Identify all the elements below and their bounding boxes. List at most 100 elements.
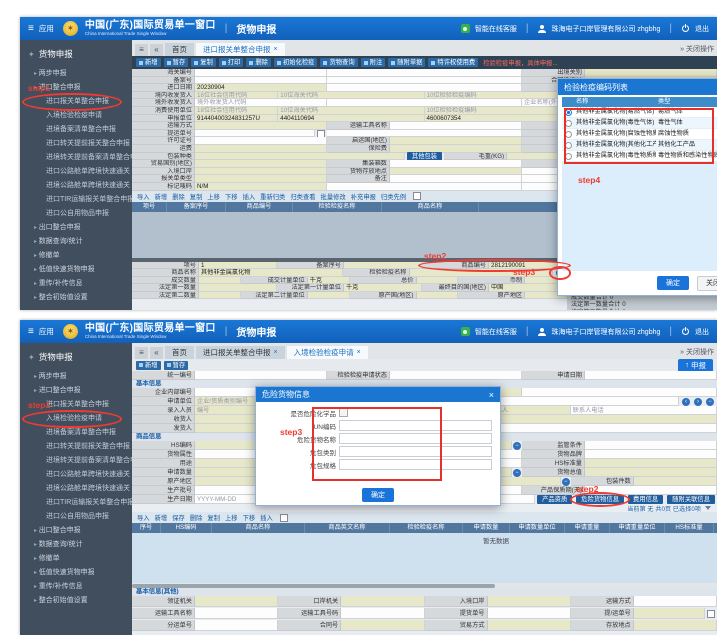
company-account[interactable]: 珠海电子口岸管理有限公司 zhgbhg: [551, 25, 661, 33]
field-input[interactable]: 10位海关代码: [278, 106, 425, 115]
field-input[interactable]: [633, 608, 705, 619]
sidebar-item[interactable]: 数据查询/统计: [20, 235, 132, 249]
minus-icon[interactable]: −: [561, 477, 570, 486]
goods-toolbar-button[interactable]: 下移: [242, 515, 256, 522]
field-input[interactable]: [416, 276, 459, 285]
menu-icon[interactable]: ≡: [135, 347, 148, 359]
field-input[interactable]: [199, 291, 241, 300]
tab[interactable]: 首页×: [165, 43, 194, 56]
field-input[interactable]: 91440400324831257U: [195, 114, 279, 123]
ciq-code-row[interactable]: 其他非金属氯化物(毒性气体) 毒性气体 2812190091 -: [562, 118, 717, 129]
field-input[interactable]: 18位社会信用代码: [195, 106, 279, 115]
field-input[interactable]: [195, 76, 327, 85]
field-input[interactable]: [585, 486, 717, 495]
toolbar-button[interactable]: 打印: [218, 58, 244, 67]
close-tab-icon[interactable]: ×: [273, 349, 278, 356]
toolbar-button[interactable]: 初始化检疫: [273, 58, 318, 67]
radio-icon[interactable]: [564, 120, 572, 127]
prev-icon[interactable]: ‹: [682, 397, 690, 406]
tab[interactable]: 首页×: [165, 346, 194, 359]
form-button[interactable]: 危险货物信息: [576, 495, 625, 504]
close-tab-icon[interactable]: ×: [273, 46, 278, 53]
toolbar-button[interactable]: 暂存: [163, 360, 189, 370]
field-input[interactable]: [327, 182, 522, 191]
goods-toolbar-button[interactable]: 重新归类: [260, 193, 286, 201]
field-input[interactable]: 4404110694: [278, 114, 425, 123]
declare-button[interactable]: ↑ 申报: [678, 358, 713, 372]
text-input[interactable]: [339, 433, 492, 444]
form-button[interactable]: 其他包装: [406, 151, 443, 161]
dropdown-icon[interactable]: [705, 506, 711, 510]
company-account[interactable]: 珠海电子口岸管理有限公司 zhgbhg: [551, 328, 661, 336]
checkbox[interactable]: [413, 192, 422, 200]
close-tab-icon[interactable]: ×: [356, 349, 361, 356]
minus-icon[interactable]: −: [513, 468, 521, 477]
field-input[interactable]: [585, 450, 717, 459]
field-input[interactable]: [390, 160, 522, 168]
toolbar-button[interactable]: 附注: [360, 58, 386, 67]
field-input[interactable]: 中国: [489, 284, 567, 292]
field-input[interactable]: [195, 371, 327, 380]
toolbar-button[interactable]: 删除: [246, 58, 271, 67]
field-input[interactable]: [390, 122, 522, 130]
field-input[interactable]: [390, 175, 522, 183]
field-input[interactable]: [195, 69, 327, 77]
tab[interactable]: 进口报关单整合申报 ×: [196, 43, 285, 56]
ciq-code-row[interactable]: 其他非金属氯化物(其他化工产品) 其他化工产品 2812190091 -: [562, 140, 717, 151]
goods-toolbar-button[interactable]: 批量修改: [320, 193, 346, 201]
confirm-button[interactable]: 确定: [362, 488, 394, 502]
sidebar-item[interactable]: 进口公路舱单跨境快速通关: [46, 168, 130, 175]
toolbar-button[interactable]: 随附单据: [388, 58, 426, 67]
sidebar-item[interactable]: 出口整合申报: [20, 524, 132, 538]
ciq-code-row[interactable]: 其他非金属氯化物(易燃气体) 易燃气体 2812190091 -: [562, 107, 717, 118]
text-input[interactable]: [339, 459, 492, 470]
sidebar-item[interactable]: 修撤单: [20, 249, 132, 263]
sidebar-root[interactable]: ✦ 货物申报: [28, 49, 73, 59]
next-icon[interactable]: ›: [694, 397, 702, 406]
menu-icon[interactable]: ≡: [28, 326, 34, 337]
field-input[interactable]: [522, 388, 717, 397]
goods-toolbar-button[interactable]: 插入: [242, 193, 256, 201]
collapse-tabs-icon[interactable]: «: [150, 44, 163, 56]
sidebar-item[interactable]: 两步申报: [20, 370, 132, 384]
sidebar-item[interactable]: 进口公自用物品申报: [46, 513, 109, 520]
goods-toolbar-button[interactable]: 保存: [172, 515, 185, 522]
field-input[interactable]: 2812190091: [489, 261, 567, 270]
goods-toolbar-button[interactable]: 复制: [207, 515, 220, 522]
form-button[interactable]: 随附关联信息: [667, 495, 715, 504]
sidebar-item[interactable]: 重传/补传信息: [20, 277, 132, 291]
goods-toolbar-button[interactable]: 归类查看: [290, 193, 316, 201]
text-input[interactable]: [339, 446, 492, 457]
scrollbar-handle[interactable]: [132, 583, 495, 588]
online-service-link[interactable]: 智能在线客服: [474, 328, 517, 336]
field-input[interactable]: [633, 596, 717, 607]
close-button[interactable]: 关闭: [697, 275, 717, 291]
menu-icon[interactable]: ≡: [28, 23, 34, 34]
field-input[interactable]: [195, 129, 315, 138]
field-input[interactable]: [341, 596, 425, 607]
sidebar-item[interactable]: 整合初始值设置: [20, 594, 132, 608]
toolbar-button[interactable]: 新增: [136, 58, 161, 67]
field-input[interactable]: [390, 144, 522, 153]
field-input[interactable]: [195, 596, 279, 607]
field-input[interactable]: [585, 371, 717, 380]
toolbar-button[interactable]: 货物查询: [320, 58, 358, 67]
close-icon[interactable]: ×: [488, 389, 494, 400]
goods-toolbar-button[interactable]: 新增: [154, 193, 168, 201]
goods-toolbar-button[interactable]: 上移: [224, 515, 238, 522]
minus-icon[interactable]: −: [513, 441, 521, 450]
field-input[interactable]: [195, 175, 327, 183]
field-input[interactable]: [195, 160, 327, 168]
form-button[interactable]: 产品资质: [537, 495, 573, 504]
field-input[interactable]: [327, 69, 522, 77]
tab[interactable]: 入境检验检疫申请 ×: [286, 346, 368, 359]
radio-icon[interactable]: [564, 153, 572, 160]
expand-icon[interactable]: »: [680, 45, 685, 53]
checkbox[interactable]: [707, 609, 715, 618]
toolbar-button[interactable]: 复制: [191, 58, 216, 67]
logout-button[interactable]: 退出: [695, 25, 709, 33]
field-input[interactable]: 联系人电话: [570, 406, 717, 415]
goods-toolbar-button[interactable]: 上移: [207, 193, 220, 201]
goods-toolbar-button[interactable]: 导入: [137, 193, 150, 201]
sidebar-item[interactable]: 进口转关提前报关整合申报: [46, 140, 130, 147]
